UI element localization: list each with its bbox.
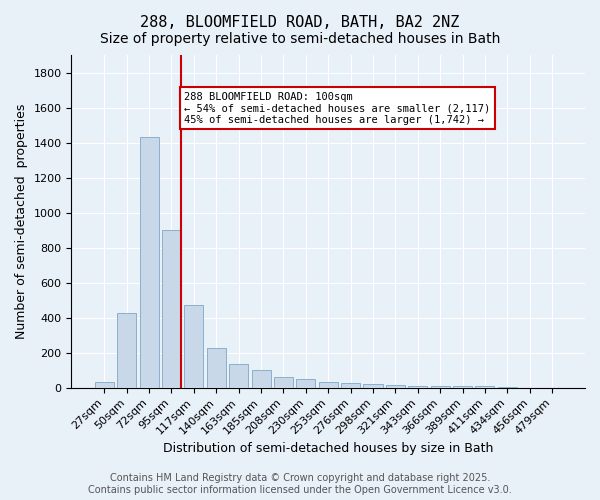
Bar bbox=[207, 348, 226, 388]
Bar bbox=[431, 386, 449, 388]
Text: 288, BLOOMFIELD ROAD, BATH, BA2 2NZ: 288, BLOOMFIELD ROAD, BATH, BA2 2NZ bbox=[140, 15, 460, 30]
Bar bbox=[184, 304, 203, 388]
Y-axis label: Number of semi-detached  properties: Number of semi-detached properties bbox=[15, 104, 28, 339]
Bar bbox=[140, 138, 158, 388]
Bar bbox=[229, 364, 248, 388]
Bar bbox=[95, 382, 114, 388]
Bar bbox=[475, 386, 494, 388]
Bar bbox=[408, 386, 427, 388]
Bar bbox=[319, 382, 338, 388]
Text: 288 BLOOMFIELD ROAD: 100sqm
← 54% of semi-detached houses are smaller (2,117)
45: 288 BLOOMFIELD ROAD: 100sqm ← 54% of sem… bbox=[184, 92, 491, 125]
Bar bbox=[117, 314, 136, 388]
Bar bbox=[162, 230, 181, 388]
Bar bbox=[364, 384, 383, 388]
Text: Contains HM Land Registry data © Crown copyright and database right 2025.
Contai: Contains HM Land Registry data © Crown c… bbox=[88, 474, 512, 495]
Bar bbox=[274, 377, 293, 388]
X-axis label: Distribution of semi-detached houses by size in Bath: Distribution of semi-detached houses by … bbox=[163, 442, 493, 455]
Bar bbox=[341, 384, 360, 388]
Bar bbox=[386, 385, 405, 388]
Bar bbox=[296, 379, 316, 388]
Bar bbox=[251, 370, 271, 388]
Bar bbox=[453, 386, 472, 388]
Text: Size of property relative to semi-detached houses in Bath: Size of property relative to semi-detach… bbox=[100, 32, 500, 46]
